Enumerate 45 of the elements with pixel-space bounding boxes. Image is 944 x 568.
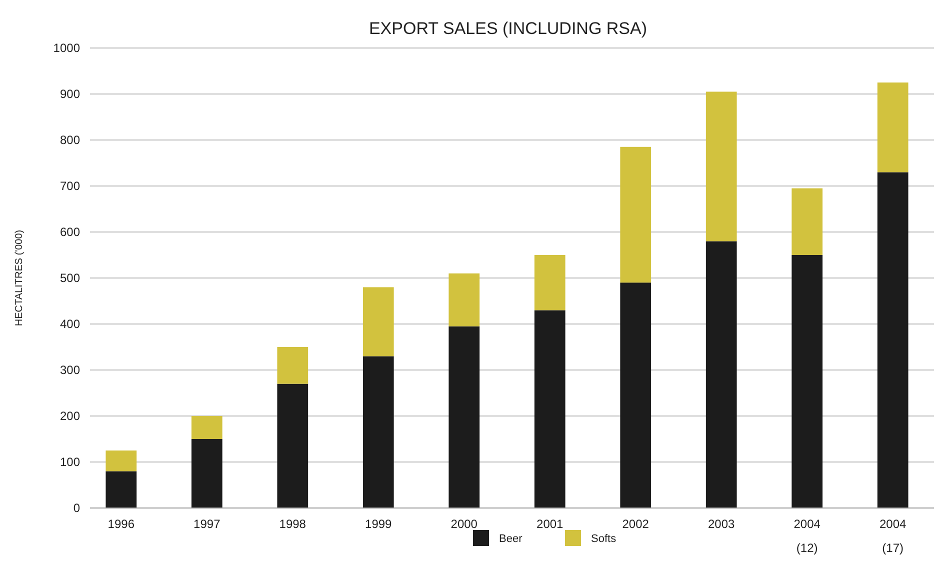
y-axis-title: HECTALITRES ('000) (14, 230, 25, 326)
y-tick-label: 300 (60, 363, 80, 378)
x-tick-label: 1998 (279, 517, 306, 531)
legend-label: Beer (499, 532, 523, 545)
x-tick-label: 1996 (108, 517, 135, 531)
y-tick-label: 500 (60, 271, 80, 286)
bar (106, 450, 137, 472)
bar (534, 255, 566, 310)
y-tick-label: 100 (60, 455, 80, 470)
bar (277, 347, 308, 384)
y-tick-label: 1000 (53, 41, 80, 56)
bar (534, 310, 566, 508)
y-tick-label: 200 (60, 409, 80, 424)
bar (620, 146, 652, 283)
x-tick-label: 2004 (17) (879, 517, 907, 555)
bar (620, 282, 652, 508)
bar (877, 172, 908, 508)
x-tick-label: 2003 (708, 517, 736, 531)
bar (448, 273, 480, 326)
bar (706, 92, 737, 242)
bar (191, 416, 222, 439)
bar (277, 384, 308, 508)
x-tick-label: 2001 (536, 517, 564, 531)
y-tick-label: 600 (60, 225, 80, 240)
x-tick-label: 1997 (194, 517, 221, 531)
bar (448, 326, 480, 508)
y-tick-label: 700 (60, 179, 80, 194)
bar (792, 255, 823, 508)
y-tick-label: 800 (60, 133, 80, 148)
chart-title: EXPORT SALES (INCLUDING RSA) (368, 19, 648, 38)
bar (106, 471, 137, 508)
y-tick-label: 400 (60, 317, 80, 332)
legend-label: Softs (591, 532, 617, 545)
x-tick-label: 2000 (450, 517, 478, 531)
x-tick-label: 2004 (12) (794, 517, 821, 555)
bar (362, 287, 394, 356)
bar (706, 241, 737, 508)
y-tick-label: 0 (73, 501, 80, 516)
bar (877, 82, 908, 172)
x-tick-label: 1999 (365, 517, 392, 531)
bar (792, 188, 823, 255)
bar (362, 356, 394, 508)
bar (191, 439, 222, 508)
x-tick-label: 2002 (622, 517, 650, 531)
y-tick-label: 900 (60, 87, 80, 102)
